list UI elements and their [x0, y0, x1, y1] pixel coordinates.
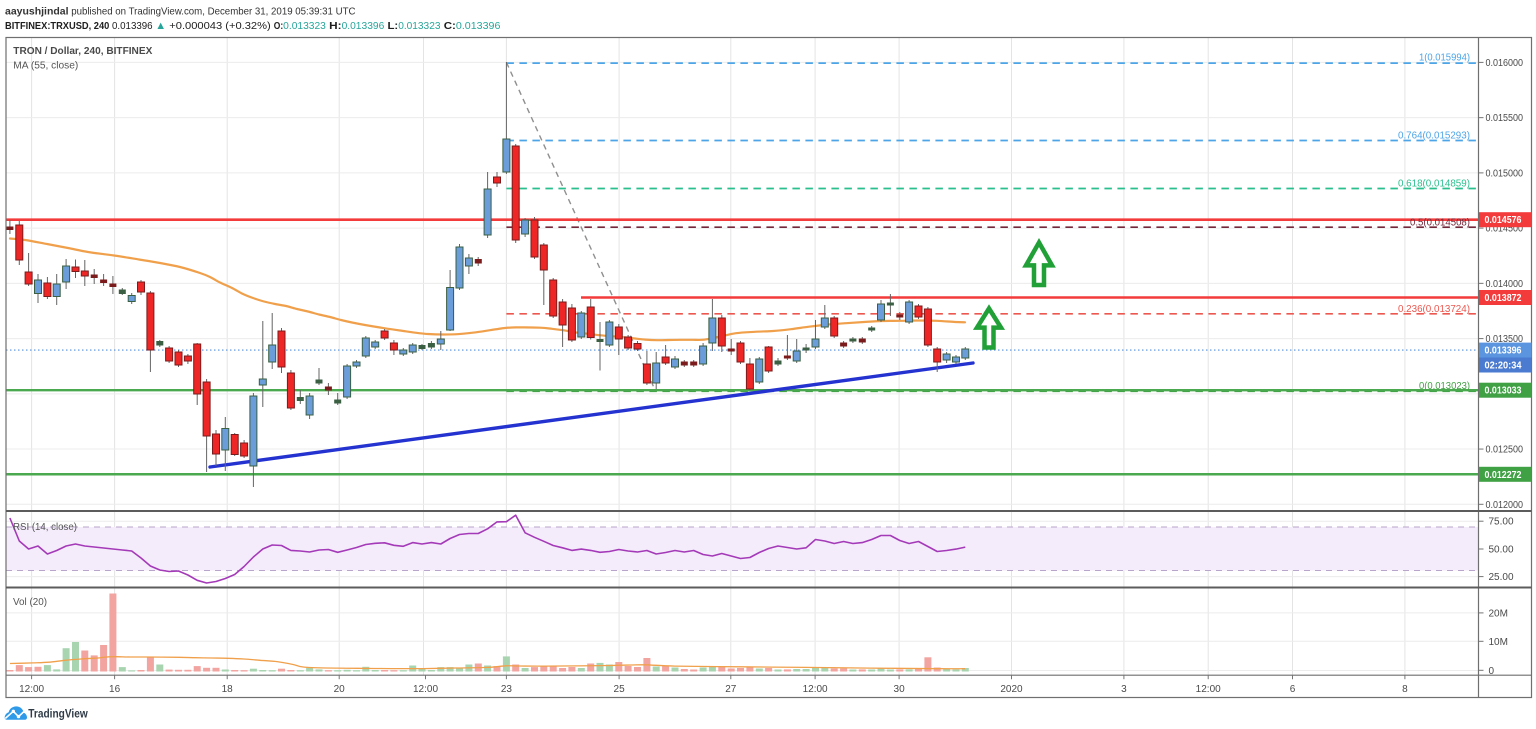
svg-text:0.5(0.014508): 0.5(0.014508)	[1410, 218, 1470, 229]
svg-text:16: 16	[109, 684, 121, 695]
svg-text:75.00: 75.00	[1489, 517, 1514, 528]
svg-text:0.014000: 0.014000	[1486, 279, 1524, 290]
svg-text:3: 3	[1121, 684, 1127, 695]
svg-text:0(0.013023): 0(0.013023)	[1419, 381, 1470, 392]
svg-text:RSI (14, close): RSI (14, close)	[13, 522, 77, 533]
svg-text:12:00: 12:00	[803, 684, 828, 695]
svg-text:50.00: 50.00	[1489, 545, 1514, 556]
svg-text:0.013872: 0.013872	[1485, 293, 1522, 304]
svg-text:20M: 20M	[1489, 608, 1508, 619]
svg-text:30: 30	[894, 684, 906, 695]
svg-text:0.764(0.015293): 0.764(0.015293)	[1398, 131, 1470, 142]
svg-text:0.014500: 0.014500	[1486, 224, 1524, 235]
svg-text:0.236(0.013724): 0.236(0.013724)	[1398, 304, 1470, 315]
svg-text:BITFINEX:TRXUSD, 240 0.013396: BITFINEX:TRXUSD, 240 0.013396 ▲ +0.00004…	[5, 20, 501, 32]
svg-text:0: 0	[1489, 666, 1495, 677]
svg-text:27: 27	[725, 684, 737, 695]
svg-text:0.012500: 0.012500	[1486, 445, 1524, 456]
svg-text:0.014576: 0.014576	[1485, 215, 1522, 226]
svg-text:TradingView: TradingView	[28, 708, 87, 720]
svg-text:0.015500: 0.015500	[1486, 113, 1524, 124]
svg-text:aayushjindal published on Trad: aayushjindal published on TradingView.co…	[5, 7, 356, 18]
svg-text:0.013033: 0.013033	[1485, 386, 1522, 397]
svg-text:MA (55, close): MA (55, close)	[13, 60, 78, 71]
svg-text:0.016000: 0.016000	[1486, 58, 1524, 69]
svg-text:12:00: 12:00	[1196, 684, 1221, 695]
svg-text:25.00: 25.00	[1489, 572, 1514, 583]
svg-text:12:00: 12:00	[19, 684, 44, 695]
svg-text:TRON / Dollar, 240, BITFINEX: TRON / Dollar, 240, BITFINEX	[13, 45, 152, 57]
svg-text:1(0.015994): 1(0.015994)	[1419, 53, 1470, 64]
svg-text:0.015000: 0.015000	[1486, 168, 1524, 179]
svg-text:6: 6	[1290, 684, 1296, 695]
svg-text:18: 18	[222, 684, 234, 695]
svg-text:2020: 2020	[1000, 684, 1023, 695]
svg-text:23: 23	[501, 684, 513, 695]
svg-text:0.618(0.014859): 0.618(0.014859)	[1398, 179, 1470, 190]
svg-text:12:00: 12:00	[413, 684, 438, 695]
svg-text:02:20:34: 02:20:34	[1485, 361, 1522, 372]
svg-text:0.012000: 0.012000	[1486, 500, 1524, 511]
svg-text:Vol (20): Vol (20)	[13, 597, 47, 608]
svg-text:8: 8	[1402, 684, 1408, 695]
svg-text:0.012272: 0.012272	[1485, 470, 1522, 481]
svg-text:0.013500: 0.013500	[1486, 334, 1524, 345]
svg-text:10M: 10M	[1489, 637, 1508, 648]
svg-text:25: 25	[614, 684, 626, 695]
svg-text:20: 20	[334, 684, 346, 695]
svg-text:0.013396: 0.013396	[1485, 346, 1522, 357]
